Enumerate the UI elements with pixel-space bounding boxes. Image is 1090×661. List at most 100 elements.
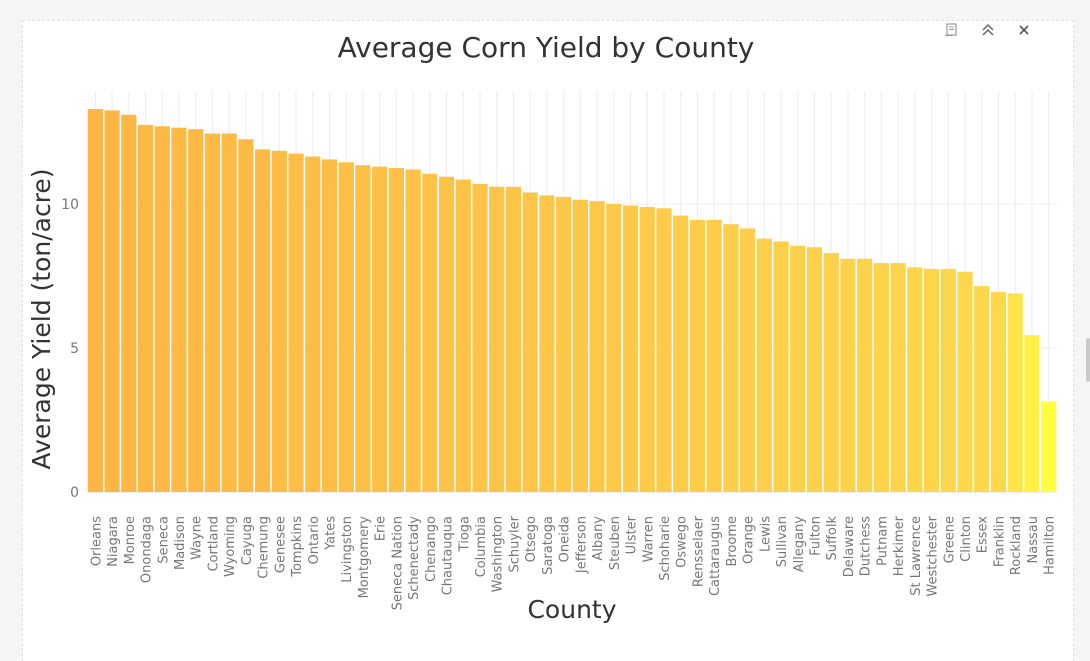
x-tick-label: Seneca — [156, 516, 171, 564]
x-tick-label: Chautauqua — [441, 516, 456, 595]
bar-oswego[interactable] — [673, 215, 689, 493]
bar-orange[interactable] — [739, 228, 756, 492]
bar-greene[interactable] — [940, 268, 956, 492]
x-tick-label: Steuben — [608, 516, 623, 570]
chart-title: Average Corn Yield by County — [338, 31, 755, 64]
bar-essex[interactable] — [974, 286, 990, 492]
collapse-icon — [982, 23, 994, 36]
x-axis-ticks: Orleans Niagara Monroe Onondaga Seneca Madiso… — [89, 515, 1057, 610]
x-tick-label: Essex — [976, 516, 991, 554]
bar-erie[interactable] — [372, 166, 388, 492]
bar-allegany[interactable] — [790, 245, 806, 492]
bar-cattaraugus[interactable] — [706, 219, 722, 492]
bar-oneida[interactable] — [556, 196, 572, 492]
bar-dutchess[interactable] — [857, 258, 873, 492]
bar-tompkins[interactable] — [288, 153, 304, 492]
bar-saratoga[interactable] — [539, 195, 555, 492]
x-tick-label: Seneca Nation — [390, 516, 405, 610]
bar-cayuga[interactable] — [238, 139, 254, 492]
x-tick-label: Cayuga — [240, 516, 255, 565]
bar-rockland[interactable] — [1007, 293, 1023, 492]
bar-livingston[interactable] — [338, 162, 354, 492]
bar-montgomery[interactable] — [355, 165, 371, 492]
close-button[interactable] — [1015, 22, 1033, 38]
bar-westchester[interactable] — [923, 268, 940, 492]
bar-nassau[interactable] — [1024, 335, 1040, 492]
bar-yates[interactable] — [321, 159, 338, 492]
x-tick-label: Fulton — [809, 516, 824, 556]
bar-chemung[interactable] — [254, 149, 271, 492]
bar-delaware[interactable] — [840, 258, 856, 492]
y-tick-label: 10 — [61, 197, 79, 213]
bar-seneca-nation[interactable] — [388, 168, 404, 492]
bar-suffolk[interactable] — [823, 252, 839, 492]
x-tick-label: Erie — [374, 516, 389, 541]
bar-rensselaer[interactable] — [689, 219, 706, 492]
y-tick-label: 0 — [70, 485, 79, 501]
bar-schoharie[interactable] — [656, 208, 672, 492]
bar-genesee[interactable] — [271, 150, 287, 492]
bar-schenectady[interactable] — [405, 169, 421, 492]
bar-albany[interactable] — [589, 201, 605, 492]
x-tick-label: Chemung — [257, 516, 272, 579]
x-tick-label: Onondaga — [140, 516, 155, 583]
bar-sullivan[interactable] — [773, 241, 789, 492]
x-tick-label: Delaware — [842, 516, 857, 577]
x-tick-label: St Lawrence — [909, 516, 924, 596]
x-tick-label: Washington — [491, 516, 506, 592]
x-tick-label: Hamilton — [1043, 516, 1058, 575]
export-button[interactable] — [943, 22, 961, 38]
bar-fulton[interactable] — [806, 247, 823, 492]
x-tick-label: Putnam — [875, 516, 890, 566]
bar-warren[interactable] — [639, 206, 655, 492]
x-tick-label: Suffolk — [825, 516, 840, 561]
y-tick-label: 5 — [70, 341, 79, 357]
bar-seneca[interactable] — [154, 126, 170, 492]
x-tick-label: Cattaraugus — [708, 516, 723, 596]
bar-herkimer[interactable] — [890, 263, 906, 492]
x-axis-label: County — [527, 595, 616, 624]
bar-schuyler[interactable] — [505, 186, 522, 492]
x-tick-label: Herkimer — [892, 515, 907, 576]
x-tick-label: Columbia — [474, 516, 489, 577]
bar-otsego[interactable] — [522, 192, 538, 492]
bar-columbia[interactable] — [472, 183, 488, 492]
bar-clinton[interactable] — [957, 271, 973, 492]
export-icon — [945, 23, 957, 37]
x-tick-label: Rensselaer — [691, 515, 706, 587]
bar-ulster[interactable] — [622, 205, 639, 492]
bar-steuben[interactable] — [606, 204, 622, 492]
bar-hamilton[interactable] — [1041, 401, 1057, 492]
page-scrollbar-thumb[interactable] — [1086, 338, 1090, 382]
bar-chautauqua[interactable] — [438, 176, 455, 493]
x-tick-label: Sullivan — [775, 516, 790, 567]
x-tick-label: Saratoga — [541, 516, 556, 575]
x-tick-label: Livingston — [340, 516, 355, 583]
bar-wayne[interactable] — [188, 129, 204, 492]
bar-orleans[interactable] — [87, 109, 103, 492]
bar-monroe[interactable] — [121, 114, 137, 492]
bar-onondaga[interactable] — [137, 124, 154, 492]
bar-jefferson[interactable] — [572, 199, 588, 492]
bar-chenango[interactable] — [422, 173, 438, 493]
bar-niagara[interactable] — [104, 110, 120, 492]
x-tick-label: Niagara — [106, 516, 121, 567]
collapse-button[interactable] — [979, 22, 997, 38]
x-tick-label: Monroe — [123, 516, 138, 564]
x-tick-label: Chenango — [424, 516, 439, 582]
x-tick-label: Genesee — [273, 516, 288, 573]
x-tick-label: Cortland — [206, 516, 221, 572]
bar-franklin[interactable] — [990, 291, 1007, 492]
bar-st-lawrence[interactable] — [907, 267, 923, 492]
bar-lewis[interactable] — [756, 238, 772, 492]
bar-cortland[interactable] — [204, 133, 221, 492]
x-tick-label: Nassau — [1026, 516, 1041, 563]
bar-wyoming[interactable] — [221, 133, 237, 492]
bar-tioga[interactable] — [455, 179, 471, 493]
bar-madison[interactable] — [171, 127, 187, 492]
bar-putnam[interactable] — [873, 263, 889, 492]
bar-ontario[interactable] — [305, 156, 321, 492]
x-tick-label: Yates — [324, 516, 339, 551]
bar-broome[interactable] — [723, 224, 739, 492]
bar-washington[interactable] — [489, 186, 505, 492]
